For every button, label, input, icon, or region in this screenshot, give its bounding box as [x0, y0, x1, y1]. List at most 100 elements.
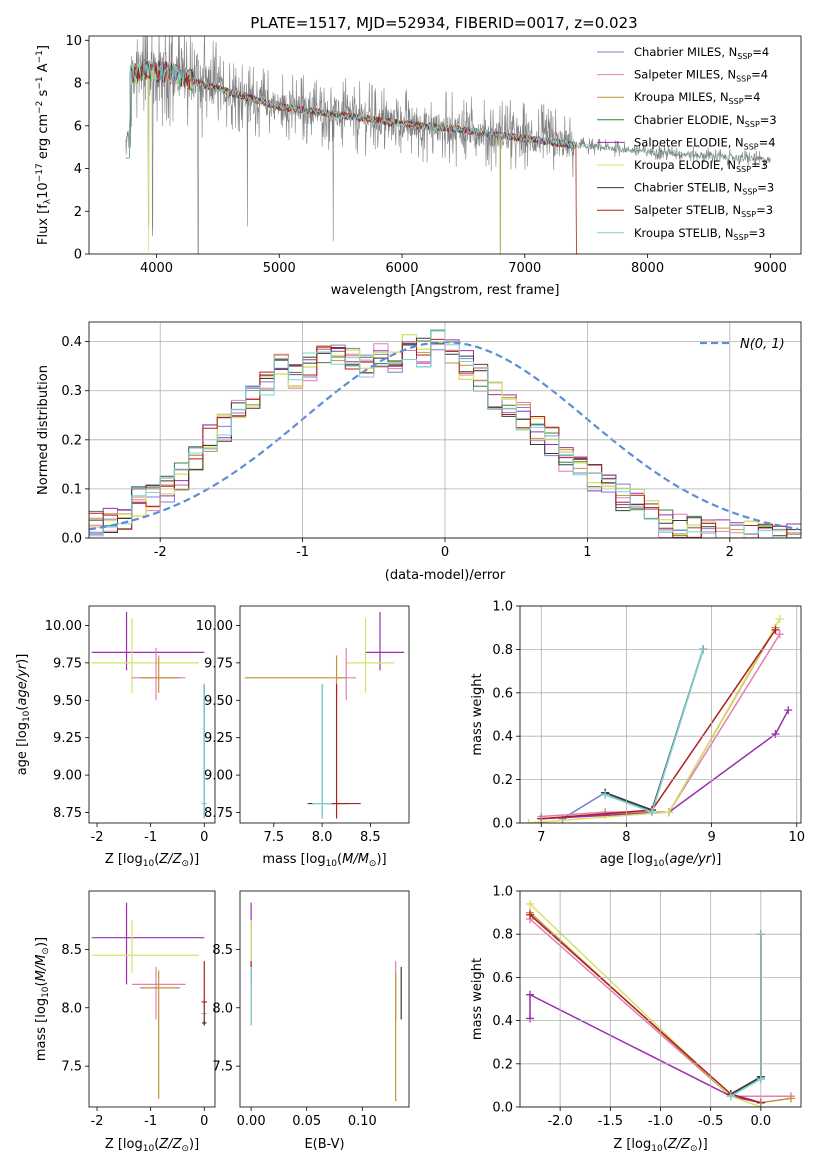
x-tick-label: 8000	[631, 261, 664, 276]
panel-mass-vs-Z: -2 -1 0 7.5 8.0 8.5 Z [log10(Z/Z⊙)] mass [log10…	[34, 890, 216, 1154]
plot-area	[524, 615, 793, 823]
x-tick-label: 8.0	[312, 830, 333, 845]
series-line-1	[541, 633, 781, 818]
x-tick-label: 6000	[385, 261, 418, 276]
y-tick-label: 0.1	[61, 482, 82, 497]
series-line-8	[604, 649, 704, 814]
x-tick-label: 9000	[754, 261, 787, 276]
y-axis-label: Normed distribution	[36, 365, 51, 495]
panel-mass-vs-EBV: 0.00 0.05 0.10 7.5 8.0 8.5 E(B-V)	[212, 890, 410, 1152]
series-marker-8	[601, 790, 610, 799]
legend-entry-1: Salpeter MILES, NSSP=4	[634, 68, 768, 84]
y-tick-label: 0.4	[492, 730, 513, 745]
x-axis-label: wavelength [Angstrom, rest frame]	[331, 283, 560, 298]
y-tick-label: 9.00	[204, 769, 233, 784]
x-tick-label: -1.5	[598, 1114, 623, 1129]
legend-normal-label: N(0, 1)	[740, 337, 785, 352]
panel-spectrum: 4000 5000 6000 7000 8000 9000 0 2 4 6 8 10 wavelengt…	[35, 34, 802, 298]
x-tick-label: 0	[200, 830, 208, 845]
normal-curve	[89, 341, 799, 531]
x-tick-label: -1.0	[648, 1114, 673, 1129]
series-marker-4	[526, 1014, 535, 1023]
y-tick-label: 0.0	[492, 1101, 513, 1116]
x-tick-label: 0	[200, 1114, 208, 1129]
panel-residuals: -2 -1 0 1 2 0.0 0.1 0.2 0.3 0.4 (data-model)/error…	[36, 321, 802, 583]
plot-area	[91, 611, 207, 819]
x-axis-label: Z [log10(Z/Z⊙)]	[105, 852, 199, 869]
x-tick-label: -2	[154, 545, 167, 560]
panel-massweight-vs-Z: -2.0 -1.5 -1.0 -0.5 0.0 0.0 0.2 0.4 0.6 0.8 1.0 Z […	[470, 885, 802, 1154]
legend-entry-2: Kroupa MILES, NSSP=4	[634, 90, 760, 106]
legend-entry-3: Chabrier ELODIE, NSSP=3	[634, 113, 777, 129]
legend-entry-4: Salpeter ELODIE, NSSP=4	[634, 135, 776, 151]
y-tick-label: 9.75	[53, 656, 82, 671]
series-line-6	[730, 934, 762, 1095]
x-tick-label: 5000	[263, 261, 296, 276]
x-axis-label: E(B-V)	[304, 1137, 344, 1152]
y-axis-label: Flux [fλ10−17 erg cm−2 s−1 A−1]	[35, 45, 53, 245]
series-marker-5	[526, 899, 535, 908]
spectrum-legend: Chabrier MILES, NSSP=4 Salpeter MILES, NS…	[597, 45, 777, 242]
x-tick-label: 2	[726, 545, 734, 560]
y-axis-label: age [log10(age/yr)]	[15, 654, 32, 776]
x-tick-label: 4000	[140, 261, 173, 276]
plot-area	[250, 902, 402, 1102]
series-marker-4	[771, 730, 780, 739]
x-tick-label: 1	[583, 545, 591, 560]
y-tick-label: 9.50	[53, 694, 82, 709]
observed-spectrum	[125, 36, 771, 254]
y-tick-label: 8.75	[53, 806, 82, 821]
y-tick-label: 0.2	[492, 773, 513, 788]
x-tick-label: 10	[788, 830, 805, 845]
y-tick-label: 10.00	[45, 619, 82, 634]
y-tick-label: 0.2	[492, 1057, 513, 1072]
x-tick-label: 8	[622, 830, 630, 845]
series-line-4	[529, 993, 762, 1104]
panel-massweight-vs-age: 7 8 9 10 0.0 0.2 0.4 0.6 0.8 1.0 age [log10(age/yr…	[470, 600, 805, 870]
x-tick-label: -2.0	[547, 1114, 572, 1129]
x-tick-label: 7000	[508, 261, 541, 276]
x-tick-label: 0.10	[348, 1114, 377, 1129]
series-marker-7	[771, 625, 780, 634]
y-tick-label: 0.6	[492, 686, 513, 701]
residual-histogram-6	[89, 337, 801, 538]
x-axis-label: age [log10(age/yr)]	[600, 852, 722, 869]
series-line-0	[730, 934, 762, 1097]
axes-frame	[519, 605, 802, 824]
series-line-6	[604, 649, 704, 811]
axes-frame	[239, 890, 410, 1108]
axes-frame	[88, 890, 216, 1108]
y-tick-label: 8	[74, 77, 82, 92]
x-tick-label: -0.5	[698, 1114, 723, 1129]
y-tick-label: 7.5	[61, 1060, 82, 1075]
panel-age-vs-mass: 7.5 8.0 8.5 8.75 9.00 9.25 9.50 9.75 10.00 mass […	[196, 605, 410, 869]
series-marker-5	[665, 808, 674, 817]
y-tick-label: 8.0	[212, 1001, 233, 1016]
x-tick-label: -2	[91, 830, 104, 845]
series-marker-5	[775, 615, 784, 624]
y-tick-label: 8.5	[212, 943, 233, 958]
y-tick-label: 0.2	[61, 433, 82, 448]
y-axis-label: mass weight	[470, 958, 485, 1040]
axes-frame	[88, 321, 802, 539]
y-tick-label: 9.50	[204, 694, 233, 709]
y-tick-label: 10	[65, 34, 82, 49]
plot-area	[244, 611, 405, 819]
x-tick-label: -2	[91, 1114, 104, 1129]
axes-frame	[239, 605, 410, 824]
plot-area	[89, 329, 801, 538]
axes-frame	[519, 890, 802, 1108]
series-line-3	[730, 934, 762, 1095]
x-tick-label: 0.00	[237, 1114, 266, 1129]
y-tick-label: 8.5	[61, 943, 82, 958]
series-line-8	[730, 934, 762, 1097]
panel-age-vs-Z: -2 -1 0 8.75 9.00 9.25 9.50 9.75 10.00 Z [log10(Z…	[15, 605, 216, 869]
x-tick-label: 0.05	[292, 1114, 321, 1129]
series-marker-5	[524, 819, 533, 823]
model-spectrum-tail	[576, 144, 746, 160]
y-axis-label: mass weight	[470, 673, 485, 755]
y-tick-label: 0.0	[492, 817, 513, 832]
series-marker-8	[726, 1092, 735, 1101]
series-marker-4	[784, 706, 793, 715]
